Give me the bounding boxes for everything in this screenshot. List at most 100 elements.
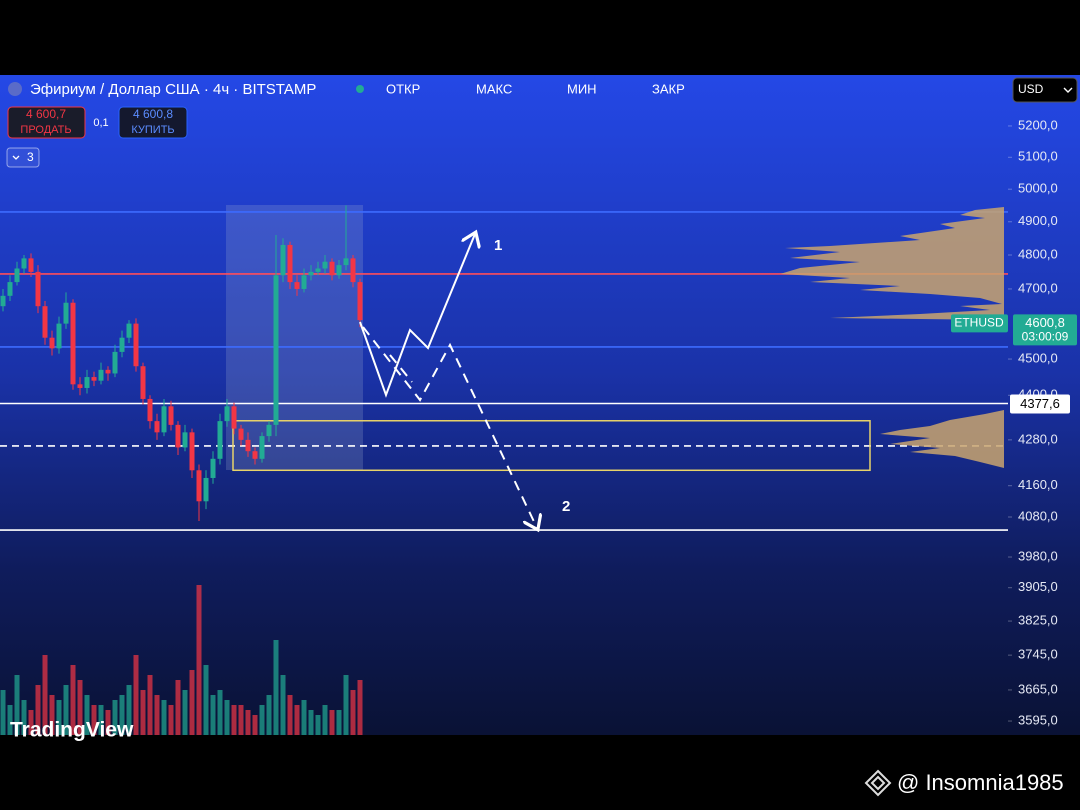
- candle-body: [91, 377, 97, 381]
- volume-bar: [350, 690, 356, 735]
- candle-body: [224, 406, 230, 422]
- volume-bar: [182, 690, 188, 735]
- y-tick-label: 4800,0: [1018, 246, 1058, 261]
- y-tick-label: 3825,0: [1018, 612, 1058, 627]
- sell-label: ПРОДАТЬ: [20, 124, 71, 136]
- bottom-bar: [0, 735, 1080, 810]
- y-tick-label: 4160,0: [1018, 477, 1058, 492]
- volume-bar: [133, 655, 139, 735]
- volume-bar: [245, 710, 251, 735]
- candle-body: [119, 337, 125, 352]
- profile-lower: [880, 410, 1004, 468]
- candle-body: [245, 439, 251, 452]
- volume-bar: [140, 690, 146, 735]
- volume-bar: [84, 695, 90, 735]
- currency-select[interactable]: [1012, 77, 1078, 103]
- arrow-scenario-1: [359, 234, 475, 398]
- volume-bar: [336, 710, 342, 735]
- volume-bar: [126, 685, 132, 735]
- volume-bar: [119, 695, 125, 735]
- volume-bar: [280, 675, 286, 735]
- candle-body: [329, 261, 335, 276]
- levels: [0, 211, 1008, 531]
- candle-body: [182, 432, 188, 448]
- candle-body: [231, 406, 237, 429]
- volume-bar: [175, 680, 181, 735]
- candle-body: [28, 258, 34, 272]
- volume-bar: [56, 700, 62, 735]
- arrow-dash: [389, 354, 413, 383]
- ohlc-label: МИН: [567, 81, 597, 96]
- y-tick-label: 4500,0: [1018, 350, 1058, 365]
- buy-button[interactable]: [118, 106, 188, 139]
- candle-body: [105, 369, 111, 374]
- volume-bar: [259, 705, 265, 735]
- buy-price: 4 600,8: [133, 107, 173, 121]
- volume-bar: [231, 705, 237, 735]
- candle-body: [322, 261, 328, 269]
- y-tick-label: 4700,0: [1018, 280, 1058, 295]
- buy-label: КУПИТЬ: [131, 124, 174, 136]
- volume-bar: [294, 705, 300, 735]
- annotation: 1: [494, 237, 502, 254]
- volume-bar: [105, 710, 111, 735]
- candle-body: [14, 268, 20, 283]
- watermark: TradingView: [10, 719, 134, 742]
- candle-body: [273, 275, 279, 425]
- symbol-tag-label: ETHUSD: [954, 316, 1004, 330]
- symbol-tag: [951, 314, 1008, 333]
- volume-bar: [210, 695, 216, 735]
- candle-body: [0, 295, 6, 307]
- ohlc-label: МАКС: [476, 81, 512, 96]
- candle-body: [147, 398, 153, 422]
- volume-bar: [0, 690, 6, 735]
- candles: [0, 205, 363, 521]
- candle-body: [203, 477, 209, 502]
- volume-bar: [7, 705, 13, 735]
- y-tick-label: 5200,0: [1018, 117, 1058, 132]
- volume-bar: [28, 710, 34, 735]
- y-tick-label: 5100,0: [1018, 149, 1058, 164]
- volume-bar: [21, 700, 27, 735]
- volume-bar: [77, 680, 83, 735]
- volume-bar: [315, 715, 321, 735]
- y-tick-label: 5000,0: [1018, 181, 1058, 196]
- y-tick-label: 4080,0: [1018, 508, 1058, 523]
- sell-button[interactable]: [7, 106, 86, 139]
- candle-body: [259, 436, 265, 459]
- candle-body: [175, 424, 181, 448]
- candle-body: [98, 369, 104, 381]
- candle-body: [133, 323, 139, 367]
- y-tick-label: 3980,0: [1018, 548, 1058, 563]
- y-tick-label: 3595,0: [1018, 712, 1058, 727]
- ohlc-label: ЗАКР: [652, 81, 685, 96]
- top-bar: [0, 0, 1080, 75]
- candle-body: [126, 323, 132, 338]
- candle-body: [70, 302, 76, 385]
- level-tag: [1010, 394, 1070, 414]
- indicators-toggle[interactable]: [6, 147, 40, 168]
- chevron: [12, 155, 20, 160]
- y-tick-label: 3665,0: [1018, 681, 1058, 696]
- candle-body: [7, 282, 13, 296]
- price-tag: [1013, 314, 1077, 346]
- indicators-count: 3: [27, 150, 34, 164]
- candle-body: [252, 451, 258, 459]
- volume: [0, 585, 363, 735]
- credit: @ Insomnia1985: [897, 770, 1064, 795]
- candle-body: [161, 406, 167, 433]
- chevron: [1063, 87, 1073, 93]
- candle-body: [21, 258, 27, 269]
- candle-body: [35, 271, 41, 307]
- volume-bar: [203, 665, 209, 735]
- candle-body: [357, 282, 363, 321]
- y-tick-label: 3905,0: [1018, 579, 1058, 594]
- volume-bar: [147, 675, 153, 735]
- volume-bar: [329, 710, 335, 735]
- candle-body: [294, 282, 300, 289]
- candle-body: [301, 275, 307, 289]
- currency: USD: [1018, 82, 1044, 96]
- candle-body: [168, 406, 174, 425]
